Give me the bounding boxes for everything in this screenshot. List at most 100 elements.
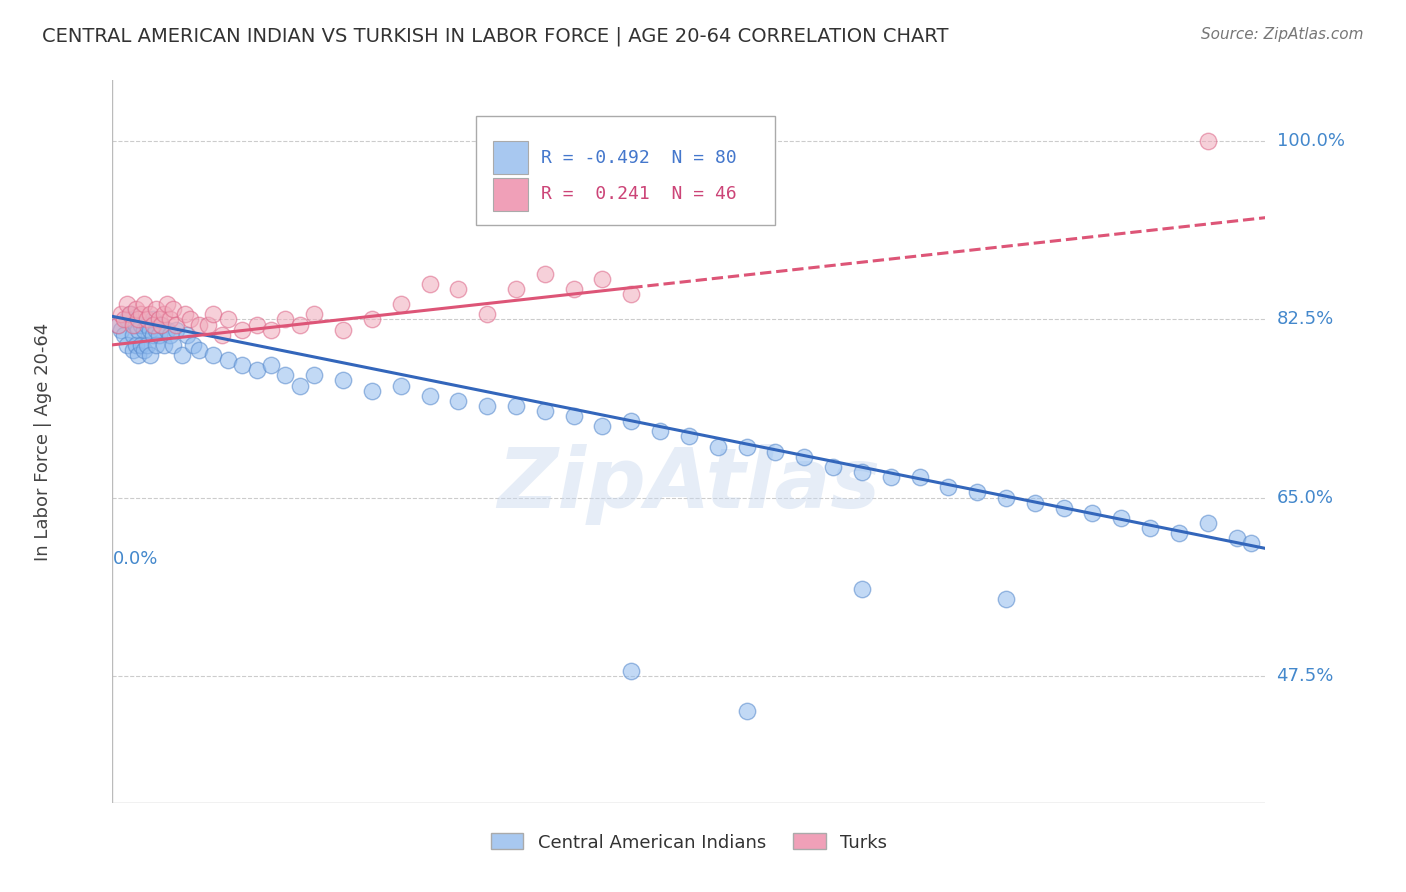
Point [304,368,326,383]
Point [139,323,162,337]
Text: Source: ZipAtlas.com: Source: ZipAtlas.com [1201,27,1364,42]
Point [505,399,527,413]
Point [620,287,643,301]
Point [170,348,193,362]
Point [765,444,787,458]
Point [173,307,195,321]
Point [475,399,499,413]
Point [332,374,354,388]
Point [332,323,354,337]
Point [110,323,132,337]
Point [880,470,903,484]
FancyBboxPatch shape [494,141,527,174]
Point [360,384,382,398]
Point [179,312,201,326]
Point [136,312,159,326]
Point [127,348,149,362]
Point [159,312,181,326]
Point [197,318,219,332]
Point [110,307,132,321]
Point [1111,511,1133,525]
Point [447,282,470,296]
Point [142,318,165,332]
Point [148,312,170,326]
Point [995,491,1018,505]
Point [231,358,253,372]
Point [121,343,143,357]
Point [127,312,149,326]
Point [150,318,173,332]
Point [181,338,204,352]
Point [707,440,730,454]
Point [115,297,138,311]
Point [124,338,146,352]
Text: In Labor Force | Age 20-64: In Labor Force | Age 20-64 [34,322,52,561]
Point [475,307,499,321]
Point [1139,521,1161,535]
Point [188,318,211,332]
Point [145,323,167,337]
Point [142,312,165,326]
Text: 0.0%: 0.0% [112,549,157,568]
Text: CENTRAL AMERICAN INDIAN VS TURKISH IN LABOR FORCE | AGE 20-64 CORRELATION CHART: CENTRAL AMERICAN INDIAN VS TURKISH IN LA… [42,27,949,46]
Point [288,378,311,392]
Point [139,348,162,362]
Text: 100.0%: 100.0% [1277,132,1344,151]
Point [995,592,1018,607]
Point [202,348,225,362]
Point [389,378,412,392]
Point [118,307,141,321]
Text: 82.5%: 82.5% [1277,310,1334,328]
Point [165,318,187,332]
Point [735,704,758,718]
Point [908,470,931,484]
Point [650,425,672,439]
Point [821,460,844,475]
Point [620,664,643,678]
FancyBboxPatch shape [494,178,527,211]
Point [124,302,146,317]
Point [142,327,165,342]
Point [107,318,129,332]
Point [165,323,187,337]
Point [288,318,311,332]
Point [678,429,700,443]
Point [159,327,181,342]
Point [217,312,239,326]
Point [202,307,225,321]
Point [360,312,382,326]
Point [188,343,211,357]
Point [966,485,988,500]
Point [274,368,297,383]
Point [107,318,129,332]
Point [118,307,141,321]
Point [127,323,149,337]
Point [1197,516,1219,530]
Text: ZipAtlas: ZipAtlas [498,444,880,525]
Point [136,338,159,352]
Point [735,440,758,454]
Point [121,318,143,332]
Point [936,480,959,494]
Point [592,419,614,434]
Point [246,363,269,377]
Point [145,302,167,317]
Point [115,312,138,326]
Point [139,307,162,321]
Point [176,327,198,342]
Point [274,312,297,326]
Point [112,312,135,326]
Point [505,282,527,296]
Point [304,307,326,321]
Point [260,358,283,372]
Point [217,353,239,368]
Point [129,307,153,321]
Point [211,327,233,342]
Point [1053,500,1076,515]
Point [121,327,143,342]
Point [129,318,153,332]
Point [162,338,184,352]
Point [134,323,156,337]
Point [562,409,585,423]
Point [153,338,176,352]
